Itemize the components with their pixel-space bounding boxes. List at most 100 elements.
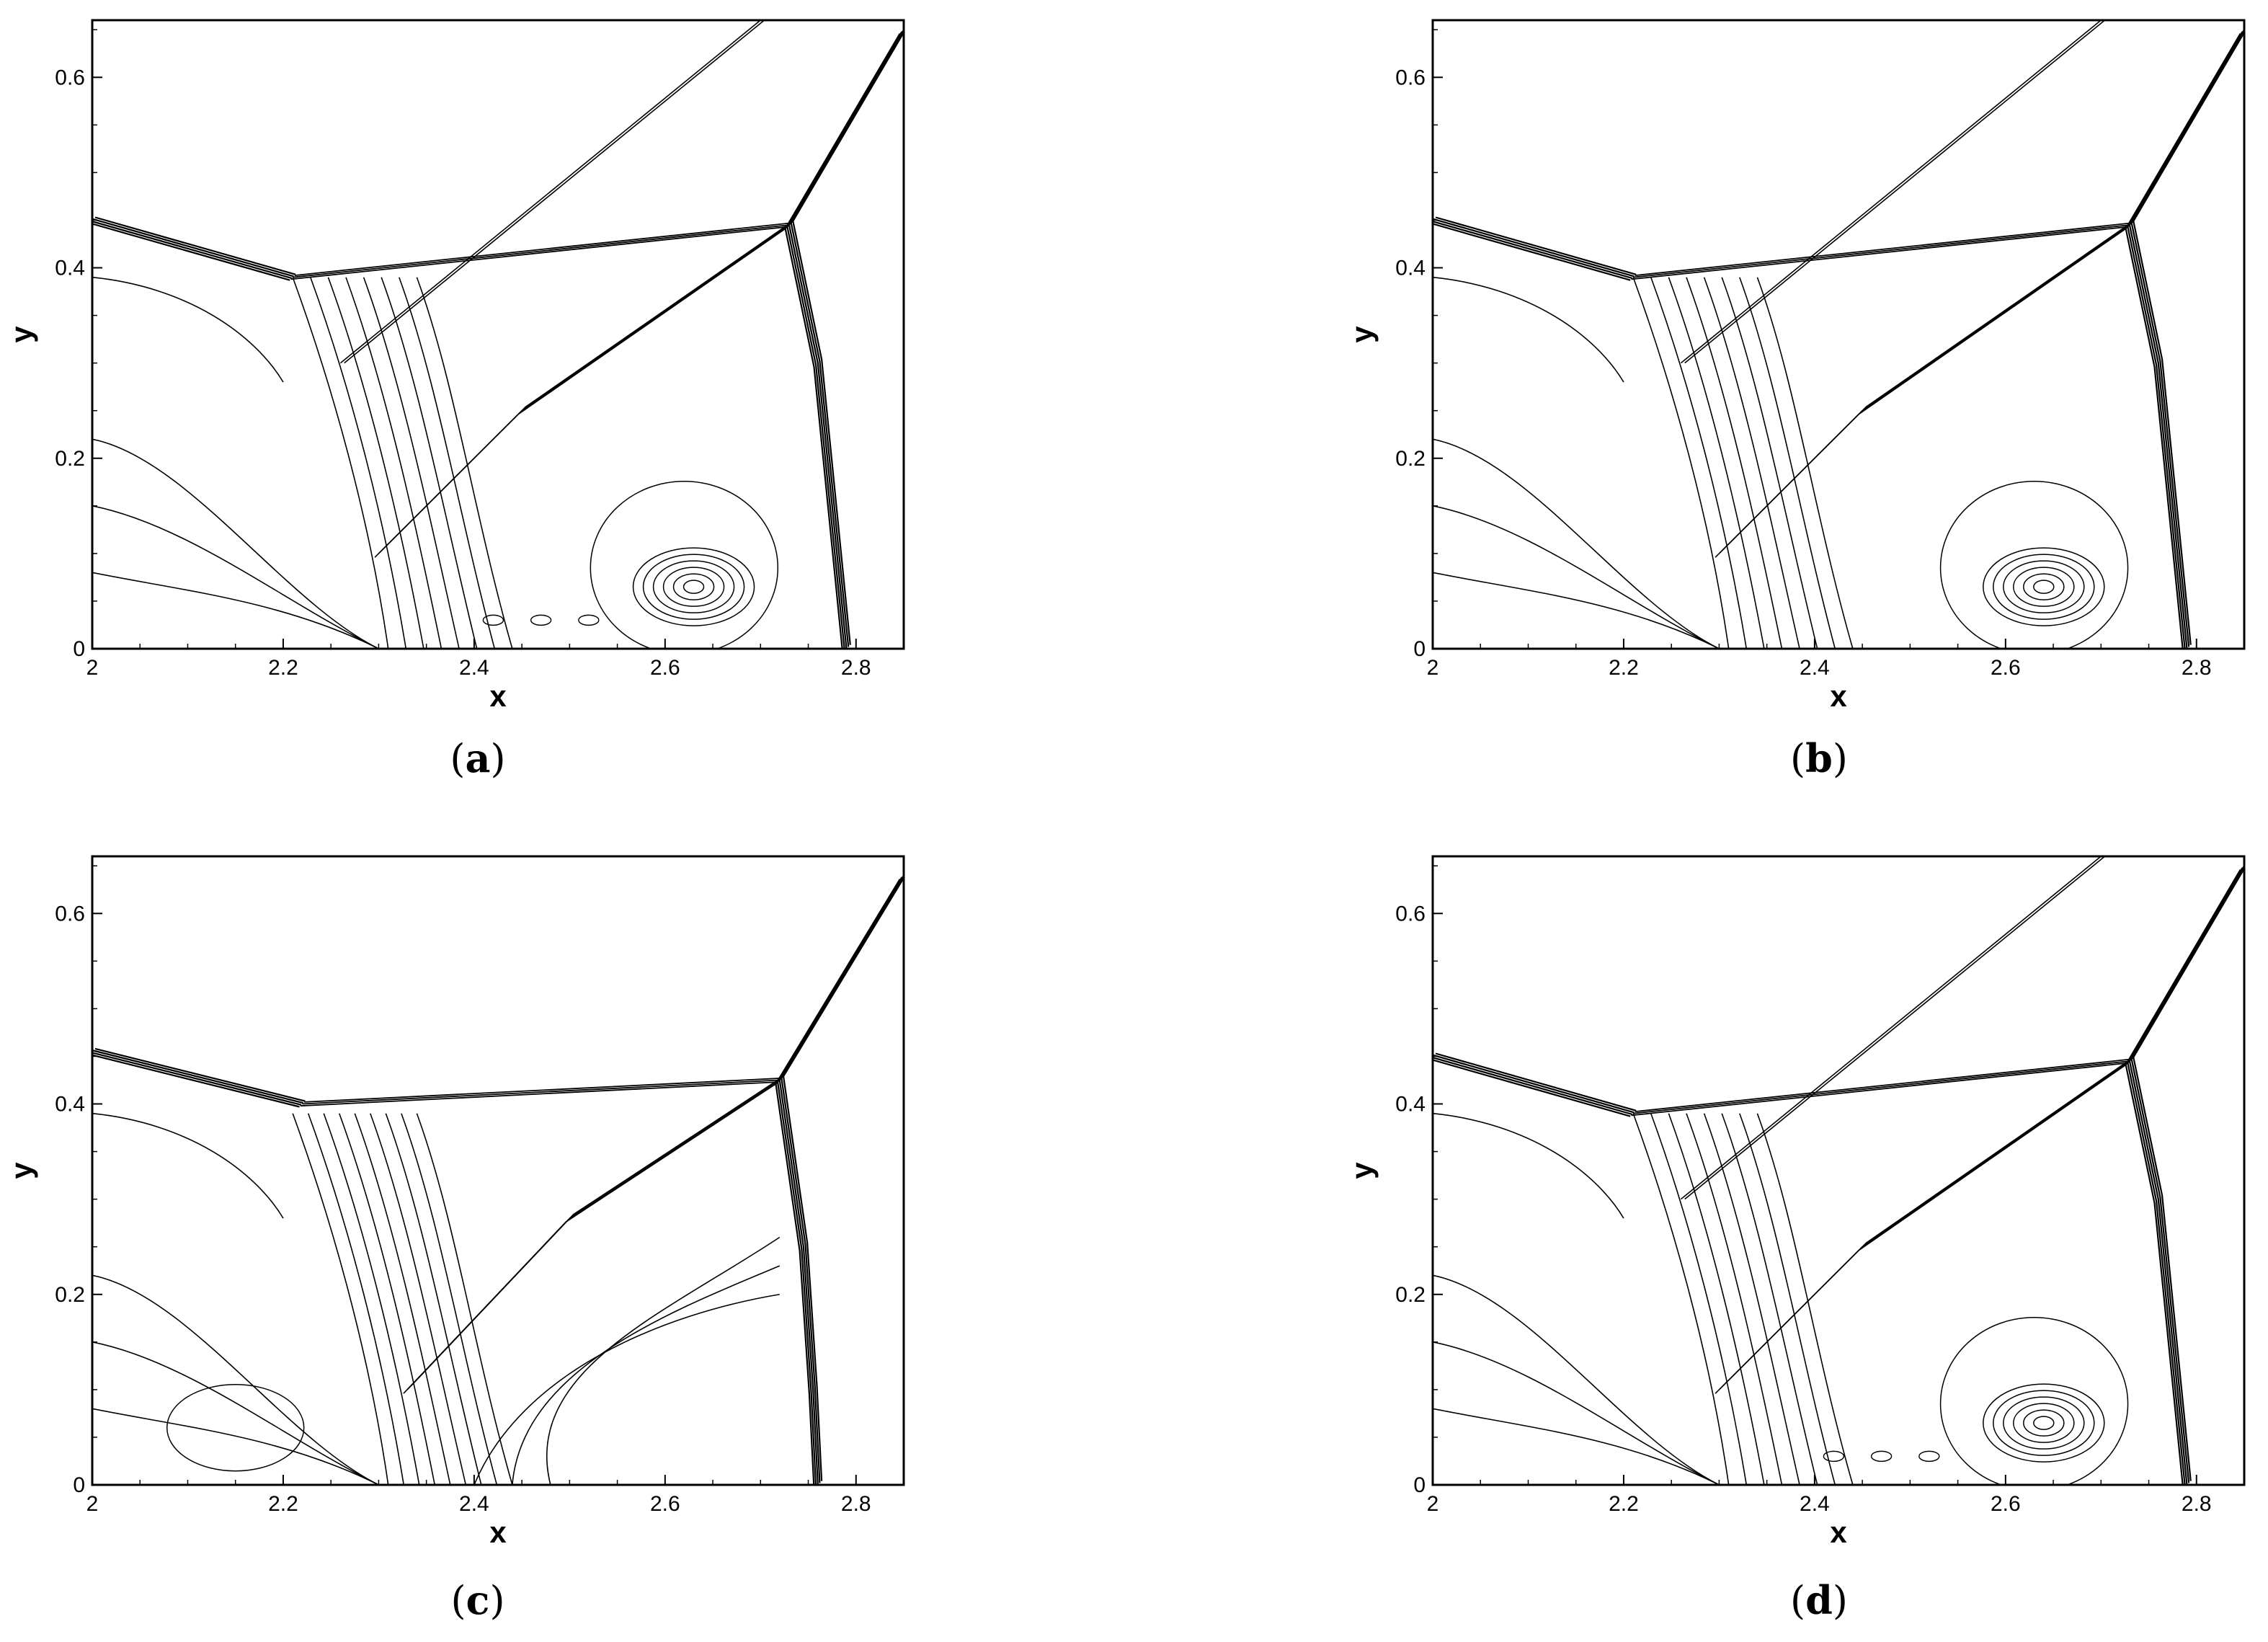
incident-shock-line — [94, 1047, 306, 1102]
mach-stem — [784, 221, 851, 649]
x-tick-label: 2.2 — [1609, 1492, 1639, 1516]
mach-stem-line — [775, 1083, 815, 1485]
mach-stem — [2125, 1057, 2192, 1485]
vortex — [1939, 480, 2129, 649]
secondary-shock-line — [1680, 20, 2102, 364]
roll-up-vortex — [1870, 1450, 1893, 1463]
slip-line-line — [406, 1079, 781, 1390]
slip-line-line — [1722, 1057, 2134, 1387]
mach-stem-line — [2125, 228, 2184, 649]
panel-d-label: d — [1805, 1577, 1833, 1623]
fan-contour — [1703, 277, 1800, 649]
lower-left-contour — [1433, 1408, 1720, 1485]
slip-line — [1715, 221, 2134, 558]
reflected-shock-line — [1631, 226, 2128, 280]
roll-up-vortex — [482, 614, 504, 626]
roll-up-vortex — [1918, 1450, 1940, 1463]
secondary-shock — [339, 20, 765, 364]
reflected-shock — [1631, 1058, 2132, 1117]
slip-line — [403, 1075, 784, 1394]
secondary-shock-line — [1684, 20, 2106, 364]
contour-layer — [92, 874, 904, 1485]
vortex-contour — [2013, 567, 2075, 607]
reflected-shock-line — [304, 1077, 782, 1103]
mach-stem-line — [2128, 224, 2188, 649]
incident-shock-line — [92, 1052, 302, 1106]
lower-left-contour — [1433, 1274, 1720, 1485]
mach-stem-line — [2133, 1057, 2192, 1481]
y-tick-label: 0.2 — [55, 447, 85, 471]
upper-shock — [2125, 29, 2244, 229]
y-axis-label: y — [1345, 1162, 1379, 1179]
y-tick-label: 0.6 — [55, 902, 85, 926]
vortex-contour — [632, 547, 755, 626]
fan-contour — [1756, 1113, 1854, 1485]
x-tick-label: 2.4 — [1800, 1492, 1830, 1516]
plot-frame — [91, 19, 905, 650]
fan-contour — [354, 1113, 451, 1485]
slip-line-line — [1715, 1064, 2127, 1394]
x-tick-label: 2.6 — [1991, 1492, 2021, 1516]
panel-a-plot: 2 2.2 2.4 2.6 2.8 x 0 0.2 0.4 0.6 y — [4, 19, 905, 713]
upper-shock-line — [792, 30, 904, 222]
incident-shock-line — [1433, 223, 1631, 281]
fan-contour — [1721, 277, 1818, 649]
vortex-contour — [682, 580, 705, 594]
fan-contour — [307, 1113, 404, 1485]
fan-contour — [370, 1113, 467, 1485]
fan-contour — [1686, 1113, 1783, 1485]
vortex-contour — [2003, 1396, 2085, 1450]
smooth-contour — [473, 1293, 780, 1485]
background-contours — [1433, 276, 1854, 649]
y-axis-label: y — [4, 1162, 38, 1179]
reflected-shock-line — [294, 222, 791, 276]
x-tick-label: 2.6 — [1991, 656, 2021, 680]
mach-stem-line — [2133, 221, 2192, 645]
x-tick-label: 2 — [86, 656, 99, 680]
lower-left-contour — [1433, 1341, 1720, 1485]
secondary-shock — [1680, 20, 2106, 364]
mach-stem-line — [786, 226, 845, 649]
vortex-outer-contour — [1939, 1316, 2129, 1485]
upper-shock — [2125, 865, 2244, 1065]
x-tick-label: 2.2 — [268, 1492, 298, 1516]
slip-line-line — [374, 228, 786, 558]
background-contours — [92, 1112, 513, 1485]
smooth-contours — [166, 1236, 781, 1485]
roll-up-vortex — [578, 614, 600, 626]
vortex — [482, 480, 779, 649]
x-tick-label: 2.2 — [1609, 656, 1639, 680]
x-tick-label: 2.8 — [841, 656, 871, 680]
left-contour — [1433, 276, 1624, 383]
slip-line-line — [1718, 1060, 2130, 1390]
incident-shock — [92, 1047, 306, 1108]
mach-stem-line — [777, 1081, 817, 1485]
y-tick-label: 0 — [73, 637, 85, 661]
x-axis: 2 2.2 2.4 2.6 2.8 x — [86, 639, 904, 713]
fan-contour — [401, 1113, 498, 1485]
fan-contour — [292, 277, 389, 649]
x-axis-label: x — [489, 679, 507, 713]
roll-up-vortex — [1823, 1450, 1845, 1463]
secondary-shock-line — [344, 20, 765, 364]
vortex-contour — [2003, 560, 2085, 613]
mach-stem-line — [2125, 1065, 2184, 1485]
lower-left-contour — [92, 438, 379, 649]
fan-contour — [1686, 277, 1783, 649]
slip-line — [1715, 1057, 2134, 1394]
fan-contour — [310, 277, 407, 649]
y-tick-label: 0.4 — [1395, 1093, 1426, 1117]
mach-stem-line — [778, 1080, 819, 1485]
reflected-shock-line — [302, 1079, 780, 1105]
y-tick-label: 0.6 — [1395, 66, 1426, 89]
y-tick-label: 0 — [73, 1473, 85, 1497]
smooth-contour — [512, 1265, 781, 1485]
y-tick-label: 0.4 — [55, 1093, 85, 1117]
fan-contour — [1703, 1113, 1800, 1485]
fan-contour — [323, 1113, 420, 1485]
secondary-shock-line — [339, 20, 761, 364]
reflected-shock-line — [290, 226, 788, 280]
vortex-contour — [652, 560, 735, 613]
mach-stem-line — [2127, 226, 2186, 649]
upper-shock-line — [2133, 30, 2244, 222]
